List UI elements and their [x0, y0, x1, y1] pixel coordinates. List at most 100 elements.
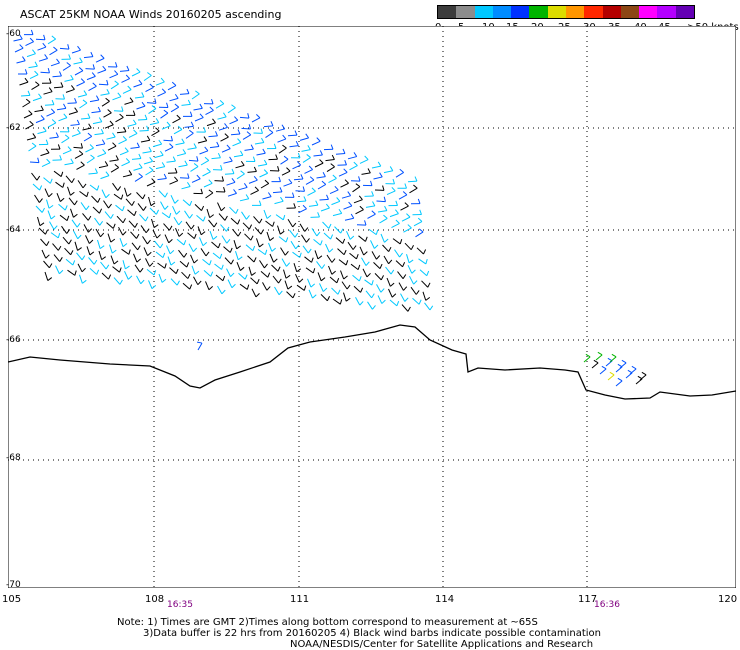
wind-barb: [64, 247, 74, 256]
wind-barb: [373, 262, 383, 269]
wind-barb: [233, 150, 244, 158]
wind-barb: [100, 88, 110, 96]
wind-barb: [83, 51, 94, 59]
wind-barb: [107, 233, 116, 243]
wind-barb: [229, 206, 239, 214]
wind-barb: [100, 171, 110, 180]
wind-barb: [77, 180, 87, 189]
wind-barb: [89, 95, 100, 103]
wind-barb: [233, 240, 242, 250]
wind-barb: [400, 293, 409, 302]
lat-label-66: -66: [6, 335, 21, 345]
wind-barb: [274, 286, 283, 296]
wind-barb: [397, 271, 407, 279]
wind-barb: [151, 218, 159, 229]
wind-barb: [361, 168, 371, 175]
wind-barb: [340, 179, 349, 188]
wind-barb: [218, 213, 228, 221]
wind-barb: [609, 353, 617, 363]
wind-barb: [181, 99, 191, 106]
wind-barb: [80, 113, 91, 120]
wind-barb: [169, 267, 179, 274]
wind-barb: [599, 365, 607, 375]
wind-barb: [92, 206, 103, 214]
wind-barb: [185, 129, 194, 139]
wind-barb: [70, 119, 80, 126]
wind-barb: [58, 113, 68, 122]
wind-barb: [374, 273, 384, 281]
wind-barb: [109, 244, 117, 254]
wind-barb: [143, 247, 152, 257]
wind-barb: [214, 176, 224, 182]
wind-barb: [148, 105, 157, 115]
wind-barb: [244, 233, 254, 241]
wind-barb: [77, 263, 86, 273]
wind-barb: [97, 149, 107, 158]
wind-barb: [223, 156, 233, 164]
wind-barb: [19, 77, 29, 86]
wind-barb: [137, 114, 148, 121]
wind-barb: [145, 258, 154, 267]
wind-barb: [79, 190, 89, 198]
wind-barb: [272, 275, 282, 284]
legend-swatch: [511, 6, 530, 18]
wind-barb: [77, 90, 88, 98]
wind-barb: [386, 277, 395, 287]
wind-barb: [244, 144, 254, 151]
wind-barb: [241, 124, 251, 130]
wind-barb: [340, 270, 348, 280]
wind-barb: [217, 285, 226, 295]
wind-barb: [133, 253, 142, 263]
wind-barb: [109, 70, 119, 79]
wind-barb: [277, 134, 287, 143]
wind-barb: [74, 66, 84, 76]
wind-barb: [91, 195, 101, 203]
wind-barb: [362, 180, 373, 187]
wind-barb: [134, 92, 145, 99]
wind-barb: [292, 251, 302, 258]
wind-barb: [350, 263, 361, 271]
note-line-1: Note: 1) Times are GMT 2)Times along bot…: [117, 617, 538, 628]
wind-barb: [70, 208, 78, 218]
coastline-path: [8, 324, 736, 400]
wind-barb: [95, 54, 105, 63]
map-title: ASCAT 25KM NOAA Winds 20160205 ascending: [20, 8, 282, 21]
wind-barb: [79, 99, 88, 109]
legend-swatch: [675, 6, 694, 18]
wind-barb: [59, 44, 70, 50]
wind-barb: [136, 101, 146, 110]
wind-barb: [203, 270, 214, 277]
legend-swatch: [492, 6, 512, 18]
wind-barb: [265, 220, 275, 227]
wind-barb: [101, 189, 110, 199]
wind-barb: [55, 265, 64, 275]
wind-barb: [262, 282, 271, 291]
wind-barb: [607, 371, 615, 381]
wind-barb: [263, 209, 272, 219]
wind-barb: [208, 219, 218, 228]
wind-barb: [395, 168, 404, 178]
wind-barb: [181, 182, 191, 190]
wind-barb: [113, 106, 124, 112]
wind-barb: [119, 147, 129, 156]
wind-barb: [181, 271, 191, 279]
wind-barb: [194, 204, 205, 211]
wind-barb: [164, 234, 173, 244]
wind-barb: [410, 286, 420, 295]
wind-barb: [412, 297, 422, 305]
wind-barb: [245, 244, 256, 252]
legend-swatch: [438, 6, 457, 18]
wind-barb: [193, 103, 203, 111]
wind-barb: [43, 177, 53, 184]
wind-barb: [337, 160, 347, 166]
wind-barb: [314, 159, 324, 168]
wind-barb: [145, 83, 154, 93]
pass-time-1635: 16:35: [167, 600, 193, 610]
wind-barb: [361, 257, 370, 266]
wind-barb: [52, 243, 62, 251]
wind-barb: [145, 166, 154, 176]
wind-barb: [383, 166, 394, 174]
wind-barb: [275, 124, 286, 132]
wind-barb: [322, 221, 332, 229]
wind-barb: [62, 236, 72, 245]
